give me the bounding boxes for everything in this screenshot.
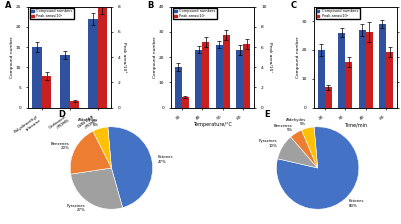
Text: Ketones
80%: Ketones 80% <box>349 200 364 208</box>
Bar <box>338 33 345 108</box>
Bar <box>195 50 203 108</box>
Legend: Compound numbers, Peak areas/10⁶: Compound numbers, Peak areas/10⁶ <box>316 9 360 19</box>
Text: A: A <box>5 1 11 10</box>
Text: Pyrazines
27%: Pyrazines 27% <box>67 204 86 212</box>
Wedge shape <box>277 137 318 168</box>
Bar <box>175 67 182 108</box>
Wedge shape <box>302 127 318 168</box>
Text: C: C <box>291 1 297 10</box>
Wedge shape <box>93 127 111 168</box>
Bar <box>223 35 230 108</box>
Text: D: D <box>58 110 65 119</box>
Bar <box>216 45 223 108</box>
Bar <box>42 76 51 108</box>
Y-axis label: Peak area/10⁷: Peak area/10⁷ <box>268 42 272 72</box>
Bar <box>97 7 107 108</box>
Text: Benzenes
20%: Benzenes 20% <box>51 142 69 151</box>
Wedge shape <box>276 127 359 209</box>
Text: Aldehydes
6%: Aldehydes 6% <box>78 118 99 127</box>
Bar <box>243 44 250 108</box>
Bar <box>325 87 332 108</box>
Bar <box>379 24 386 108</box>
Wedge shape <box>108 127 153 208</box>
Bar <box>60 55 70 108</box>
Text: B: B <box>148 1 154 10</box>
Text: Ketones
47%: Ketones 47% <box>158 155 174 164</box>
Wedge shape <box>70 131 111 174</box>
Legend: Compound numbers, Peak areas/10⁶: Compound numbers, Peak areas/10⁶ <box>30 9 74 19</box>
Y-axis label: Compound number: Compound number <box>10 36 14 78</box>
Bar <box>366 32 373 108</box>
Bar <box>358 30 366 108</box>
Text: Benzenes
5%: Benzenes 5% <box>274 123 293 132</box>
Bar <box>345 62 352 108</box>
X-axis label: Temperature/°C: Temperature/°C <box>193 122 232 127</box>
Y-axis label: Peak area/10⁶: Peak area/10⁶ <box>122 42 126 72</box>
Bar <box>318 50 325 108</box>
Bar <box>88 19 97 108</box>
Bar <box>203 42 209 108</box>
Wedge shape <box>71 168 123 209</box>
Text: Aldehydes
5%: Aldehydes 5% <box>286 118 306 126</box>
Text: Pyrazines
10%: Pyrazines 10% <box>258 139 277 148</box>
X-axis label: Time/min: Time/min <box>344 122 367 127</box>
Bar <box>182 97 189 108</box>
Wedge shape <box>291 130 318 168</box>
Text: E: E <box>264 110 270 119</box>
Y-axis label: Compound number: Compound number <box>296 36 300 78</box>
Bar <box>386 52 393 108</box>
Bar <box>236 50 243 108</box>
Y-axis label: Compound number: Compound number <box>153 36 157 78</box>
Bar <box>32 47 42 108</box>
Legend: Compound numbers, Peak areas/10⁷: Compound numbers, Peak areas/10⁷ <box>173 9 217 19</box>
Bar <box>70 101 79 108</box>
